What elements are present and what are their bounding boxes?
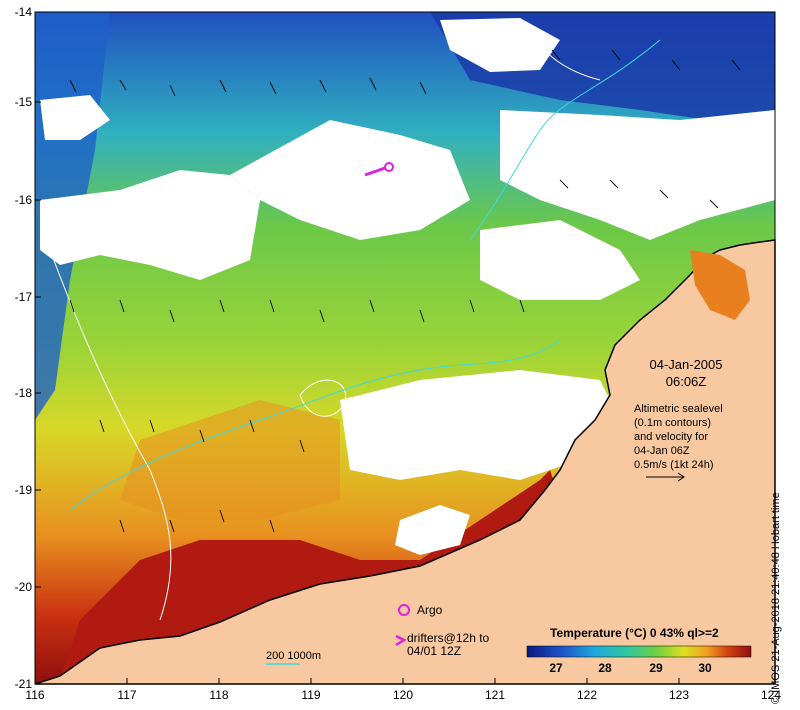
drifter-label-line1: drifters@12h to [407,631,490,645]
lat-tick: -18 [14,386,32,400]
land-mass [34,239,776,685]
map-date: 04-Jan-2005 [649,357,723,372]
warm-water-south [60,470,560,680]
colorbar-tick: 27 [549,661,563,675]
lon-tick: 120 [392,688,414,702]
velocity-arrows [69,49,741,533]
lon-tick: 124 [760,688,782,702]
info-line: 0.5m/s (1kt 24h) [634,459,714,471]
depth-scale-label: 200 1000m [266,650,322,662]
lat-tick: -19 [14,483,32,497]
colorbar-tick: 30 [698,661,712,675]
lat-tick: -14 [14,5,32,19]
colorbar-title: Temperature (°C) 0 43% ql>=2 [550,626,719,640]
drifter-label: drifters@12h to 04/01 12Z [407,632,489,658]
coastal-warm-bay [690,250,750,320]
colorbar-tick: 28 [598,661,612,675]
sealevel-contours-cyan [69,39,661,511]
lat-tick: -16 [14,193,32,207]
drifter-track [364,166,386,177]
map-date-time: 04-Jan-2005 06:06Z [634,356,738,390]
axis-ticks [35,11,680,685]
argo-legend-symbol [398,604,410,616]
map-frame [34,11,776,685]
lon-tick: 119 [301,688,321,702]
lat-tick: -15 [14,95,32,109]
lon-tick: 123 [668,688,690,702]
sealevel-contours [49,19,601,621]
lon-tick: 116 [25,688,45,702]
temperature-colorbar [526,645,752,658]
info-line: 04-Jan 06Z [634,445,690,457]
cloud-cover [40,18,775,555]
lon-tick: 118 [209,688,229,702]
credit-text: © IMOS 21-Aug-2018 21:40:48 Hobart time [770,492,782,704]
map-time: 06:06Z [665,374,707,389]
info-line: and velocity for [634,431,708,443]
argo-label: Argo [417,603,443,617]
colorbar-tick: 29 [649,661,663,675]
lon-tick: 121 [484,688,506,702]
warm-patch-mid [120,400,340,520]
lat-tick: -17 [14,290,32,304]
drifter-legend-symbol [395,634,407,647]
info-line: Altimetric sealevel [634,403,723,415]
altimetry-info: Altimetric sealevel (0.1m contours) and … [634,402,723,472]
info-line: (0.1m contours) [634,417,712,429]
lon-tick: 117 [117,688,137,702]
lon-tick: 122 [576,688,598,702]
argo-float-marker [384,162,394,172]
lat-tick: -20 [14,580,32,594]
drifter-label-line2: 04/01 12Z [407,644,462,658]
lat-tick: -21 [14,677,32,691]
